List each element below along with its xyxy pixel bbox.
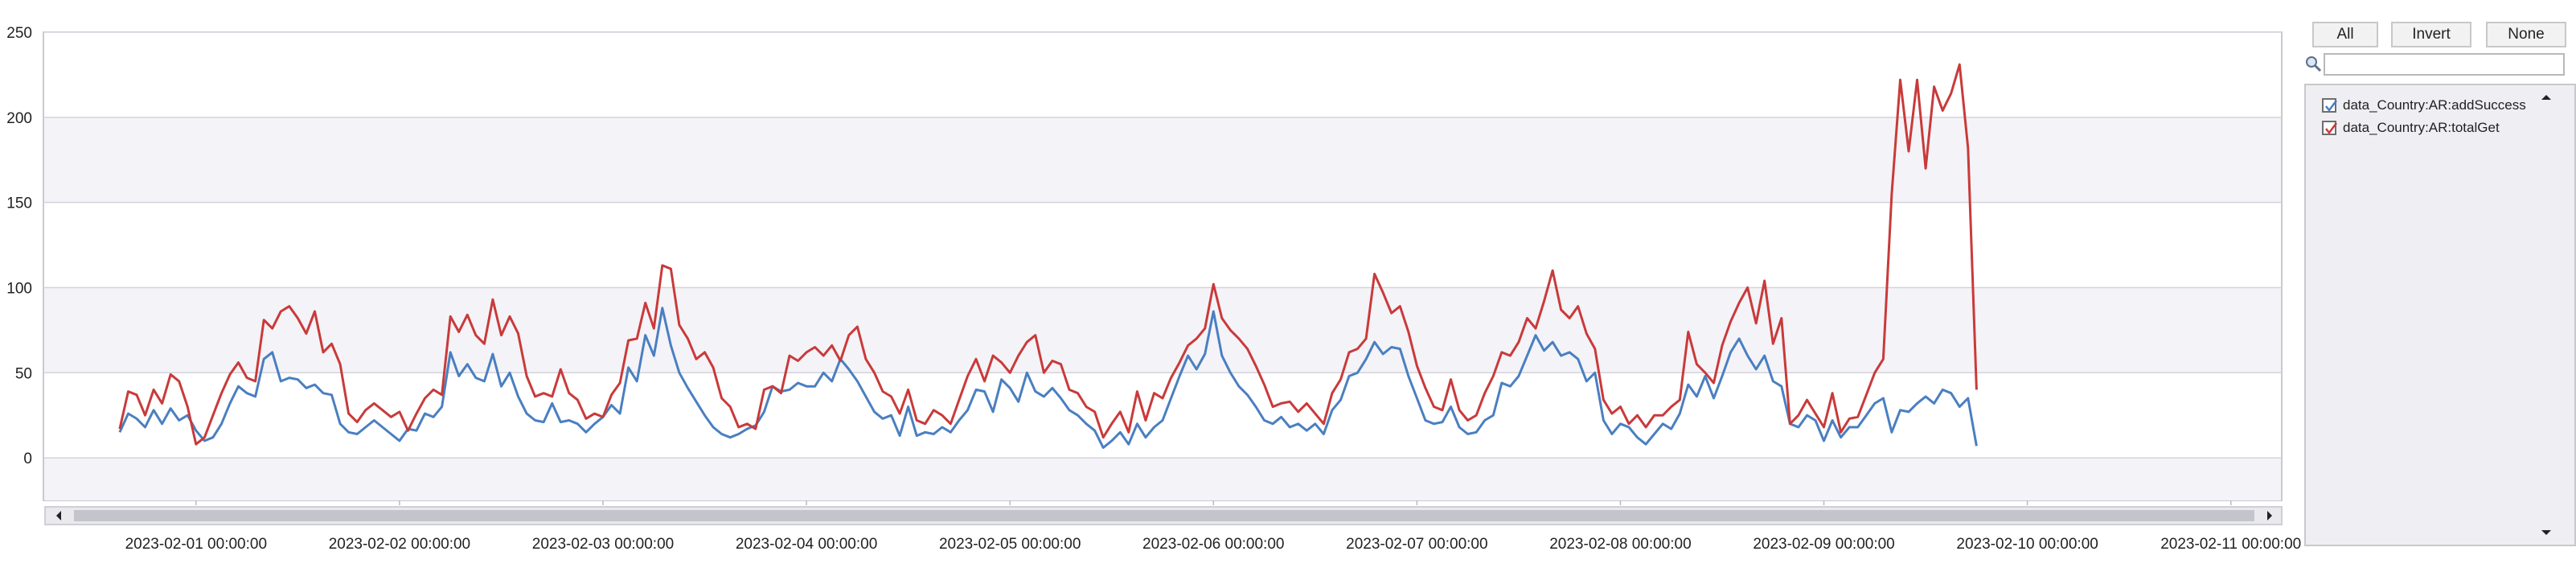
x-tick-label: 2023-02-03 00:00:00 [532,536,674,553]
grid-bands [43,31,2282,500]
series-filter-input[interactable] [2324,53,2565,76]
scrollbar-thumb[interactable] [74,510,2254,521]
y-axis-ticks: 0 50 100 150 200 250 [6,25,32,467]
y-tick-label: 150 [6,195,32,212]
checkmark-icon [2325,100,2337,113]
legend-label: data_Country:AR:addSuccess [2343,97,2526,113]
x-tick-label: 2023-02-06 00:00:00 [1142,536,1284,553]
x-tick-label: 2023-02-02 00:00:00 [329,536,470,553]
x-tick-label: 2023-02-05 00:00:00 [939,536,1081,553]
x-tick-label: 2023-02-08 00:00:00 [1549,536,1691,553]
grid-band [44,287,2281,373]
scroll-down-arrow-icon[interactable] [2541,529,2552,537]
y-tick-label: 200 [6,110,32,127]
totalget-checkbox[interactable] [2322,121,2337,135]
y-tick-label: 100 [6,280,32,297]
grid-band [44,32,2281,117]
scroll-left-arrow-icon[interactable] [56,511,61,521]
checkmark-icon [2325,122,2337,135]
search-icon [2306,56,2322,72]
series-lines [118,63,1978,449]
scroll-right-arrow-icon[interactable] [2267,511,2272,521]
all-button[interactable]: All [2312,22,2378,47]
x-tick-label: 2023-02-07 00:00:00 [1346,536,1487,553]
x-tick-label: 2023-02-04 00:00:00 [736,536,877,553]
y-tick-label: 0 [23,451,32,467]
addsuccess-checkbox[interactable] [2322,98,2337,113]
scroll-up-arrow-icon[interactable] [2541,93,2552,101]
grid-band [44,202,2281,288]
legend-item-totalget[interactable]: data_Country:AR:totalGet [2322,117,2500,138]
series-line-totalget [118,63,1978,446]
legend-item-addsuccess[interactable]: data_Country:AR:addSuccess [2322,95,2526,116]
horizontal-scrollbar[interactable] [44,506,2283,525]
series-line-addsuccess [118,307,1978,449]
none-button[interactable]: None [2486,22,2566,47]
legend-label: data_Country:AR:totalGet [2343,120,2500,135]
x-tick-label: 2023-02-11 00:00:00 [2160,536,2301,553]
x-tick-label: 2023-02-09 00:00:00 [1753,536,1894,553]
y-tick-label: 250 [6,25,32,42]
invert-button[interactable]: Invert [2391,22,2471,47]
series-legend: data_Country:AR:addSuccess data_Country:… [2304,84,2576,546]
x-axis-ticks: 2023-02-01 00:00:00 2023-02-02 00:00:00 20… [125,500,2301,553]
x-tick-label: 2023-02-01 00:00:00 [125,536,267,553]
grid-band [44,117,2281,203]
x-tick-label: 2023-02-10 00:00:00 [1956,536,2098,553]
grid-band [44,372,2281,459]
y-tick-label: 50 [15,365,32,382]
grid-band [44,458,2281,500]
